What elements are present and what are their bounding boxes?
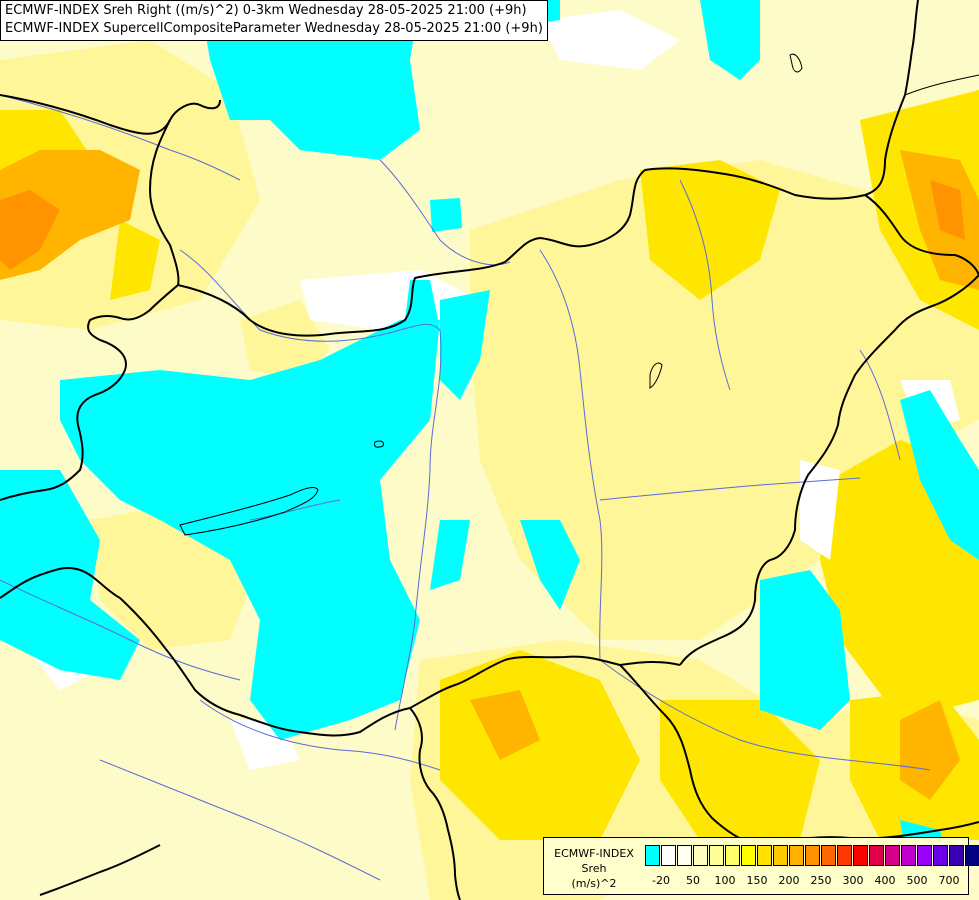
- legend-ticks: -20 50 100 150 200 250 300 400 500 700: [645, 874, 965, 890]
- legend-swatch: [725, 845, 740, 866]
- legend-tick-label: 50: [686, 874, 700, 887]
- dark-orange-spots: [0, 180, 965, 270]
- legend-swatch: [885, 845, 900, 866]
- legend-parameter: Sreh: [581, 862, 607, 875]
- legend-swatch: [901, 845, 916, 866]
- title-line-1: ECMWF-INDEX Sreh Right ((m/s)^2) 0-3km W…: [5, 3, 527, 18]
- legend-swatch: [949, 845, 964, 866]
- lakes: [179, 53, 803, 536]
- legend-tick-label: -20: [652, 874, 670, 887]
- legend-swatch: [661, 845, 676, 866]
- legend-swatch: [837, 845, 852, 866]
- legend-tick-label: 400: [874, 874, 896, 887]
- legend-tick-label: 300: [842, 874, 864, 887]
- legend-swatch: [677, 845, 692, 866]
- legend-swatch: [709, 845, 724, 866]
- legend-swatch: [917, 845, 932, 866]
- legend-swatch: [805, 845, 820, 866]
- legend-swatch: [853, 845, 868, 866]
- legend-swatch: [933, 845, 948, 866]
- border-east: [904, 74, 979, 96]
- legend-swatch: [869, 845, 884, 866]
- legend-tick-label: 700: [938, 874, 960, 887]
- legend-swatch: [773, 845, 788, 866]
- legend-swatch: [645, 845, 660, 866]
- legend-tick-label: 150: [746, 874, 768, 887]
- legend-unit: (m/s)^2: [571, 877, 617, 890]
- map-title-box: ECMWF-INDEX Sreh Right ((m/s)^2) 0-3km W…: [0, 0, 548, 41]
- legend-label: ECMWF-INDEX Sreh (m/s)^2: [548, 846, 640, 891]
- legend-tick-label: 250: [810, 874, 832, 887]
- legend-swatch: [821, 845, 836, 866]
- legend-tick-label: 500: [906, 874, 928, 887]
- legend-swatch: [789, 845, 804, 866]
- legend-swatch: [741, 845, 756, 866]
- legend-swatches: [645, 845, 979, 866]
- title-line-2: ECMWF-INDEX SupercellCompositeParameter …: [5, 21, 543, 36]
- legend-tick-label: 100: [714, 874, 736, 887]
- cyan-areas: [0, 0, 979, 880]
- legend-tick-label: 200: [778, 874, 800, 887]
- legend-swatch: [965, 845, 979, 866]
- legend-source: ECMWF-INDEX: [554, 847, 634, 860]
- legend-swatch: [757, 845, 772, 866]
- color-legend: ECMWF-INDEX Sreh (m/s)^2 -20 50 100 150 200 2…: [543, 837, 979, 895]
- legend-swatch: [693, 845, 708, 866]
